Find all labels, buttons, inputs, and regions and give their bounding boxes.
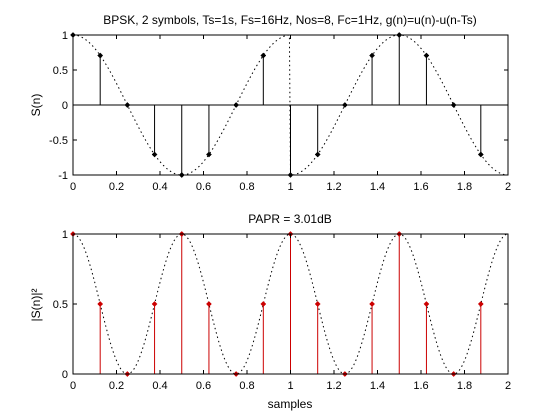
bottom-xtick-label-9: 1.8 xyxy=(457,380,472,392)
bottom-xtick-label-3: 0.6 xyxy=(196,380,211,392)
bottom-stem-marker-13 xyxy=(423,301,430,307)
bottom-xtick-label-7: 1.4 xyxy=(370,380,385,392)
bottom-subplot: PAPR = 3.01dB |S(n)|² samples 0 0.2 0.4 0.6… xyxy=(29,212,511,411)
top-stem-marker-7 xyxy=(260,52,267,59)
bottom-xtick-label-10: 2 xyxy=(505,380,511,392)
top-xtick-label-3: 0.6 xyxy=(196,181,211,193)
bottom-stem-marker-11 xyxy=(369,301,376,307)
top-xtick-label-9: 1.8 xyxy=(457,181,472,193)
top-xtick-label-1: 0.2 xyxy=(109,181,124,193)
bottom-xtick-label-8: 1.6 xyxy=(413,380,428,392)
top-ytick-label-4: 1 xyxy=(62,30,68,42)
top-xtick-label-8: 1.6 xyxy=(413,181,428,193)
bottom-stem-marker-1 xyxy=(97,301,104,307)
top-ytick-label-1: -0.5 xyxy=(49,135,68,147)
top-ytick-label-3: 0.5 xyxy=(53,65,68,77)
bottom-stem-marker-5 xyxy=(205,301,212,307)
bottom-xlabel: samples xyxy=(268,397,313,411)
bottom-xtick-label-0: 0 xyxy=(70,380,76,392)
bottom-title: PAPR = 3.01dB xyxy=(248,212,332,226)
bottom-envelope-line xyxy=(72,233,509,375)
top-stem-marker-11 xyxy=(369,52,376,59)
top-ytick-label-0: -1 xyxy=(58,170,68,182)
top-xtick-label-6: 1.2 xyxy=(326,181,341,193)
bottom-xtick-label-6: 1.2 xyxy=(326,380,341,392)
bottom-ylabel: |S(n)|² xyxy=(29,289,43,322)
bottom-xtick-label-2: 0.4 xyxy=(152,380,167,392)
top-stem-marker-6 xyxy=(233,102,240,108)
bottom-xtick-label-1: 0.2 xyxy=(109,380,124,392)
top-envelope-line xyxy=(72,34,509,176)
top-stem-marker-3 xyxy=(151,151,158,158)
top-stem-marker-13 xyxy=(423,52,430,59)
top-stem-marker-14 xyxy=(450,102,457,108)
top-xtick-label-10: 2 xyxy=(505,181,511,193)
top-subplot: BPSK, 2 symbols, Ts=1s, Fs=16Hz, Nos=8, … xyxy=(29,13,511,193)
top-stem-marker-1 xyxy=(97,52,104,59)
bottom-xtick-label-5: 1 xyxy=(287,380,293,392)
top-stem-marker-9 xyxy=(314,151,321,158)
bottom-ytick-label-2: 1 xyxy=(62,229,68,241)
bottom-xtick-label-4: 0.8 xyxy=(239,380,254,392)
bottom-ytick-label-1: 0.5 xyxy=(53,299,68,311)
top-xtick-label-4: 0.8 xyxy=(239,181,254,193)
top-xtick-label-5: 1 xyxy=(287,181,293,193)
bottom-stem-marker-15 xyxy=(477,301,484,307)
bottom-axes-frame xyxy=(72,233,509,375)
top-ylabel: S(n) xyxy=(29,94,43,117)
bottom-stem-marker-7 xyxy=(260,301,267,307)
bottom-stem-marker-9 xyxy=(314,301,321,307)
top-stem-marker-2 xyxy=(124,102,131,108)
top-xtick-label-7: 1.4 xyxy=(370,181,385,193)
top-xtick-label-2: 0.4 xyxy=(152,181,167,193)
top-axes-frame xyxy=(72,34,509,176)
top-stem-marker-15 xyxy=(477,151,484,158)
top-title: BPSK, 2 symbols, Ts=1s, Fs=16Hz, Nos=8, … xyxy=(103,13,477,27)
top-ytick-label-2: 0 xyxy=(62,100,68,112)
top-stem-marker-10 xyxy=(341,102,348,108)
bottom-ytick-label-0: 0 xyxy=(62,369,68,381)
bottom-stem-marker-3 xyxy=(151,301,158,307)
top-xtick-label-0: 0 xyxy=(70,181,76,193)
top-stem-marker-5 xyxy=(205,151,212,158)
